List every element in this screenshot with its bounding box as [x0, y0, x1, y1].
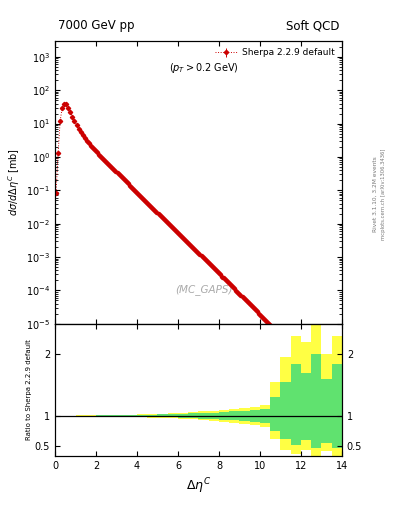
Text: mcplots.cern.ch [arXiv:1306.3436]: mcplots.cern.ch [arXiv:1306.3436] — [381, 149, 386, 240]
Legend: Sherpa 2.2.9 default: Sherpa 2.2.9 default — [212, 46, 338, 60]
Text: (MC_GAPS): (MC_GAPS) — [175, 284, 233, 295]
X-axis label: $\Delta\eta^C$: $\Delta\eta^C$ — [186, 476, 211, 496]
Text: 7000 GeV pp: 7000 GeV pp — [58, 19, 134, 32]
Text: $(p_T > 0.2\ \mathrm{GeV})$: $(p_T > 0.2\ \mathrm{GeV})$ — [169, 61, 239, 75]
Y-axis label: Ratio to Sherpa 2.2.9 default: Ratio to Sherpa 2.2.9 default — [26, 339, 32, 440]
Text: Soft QCD: Soft QCD — [286, 19, 339, 32]
Text: Rivet 3.1.10, 3.2M events: Rivet 3.1.10, 3.2M events — [373, 157, 378, 232]
Y-axis label: $d\sigma/d\Delta\eta^C$ [mb]: $d\sigma/d\Delta\eta^C$ [mb] — [6, 148, 22, 216]
